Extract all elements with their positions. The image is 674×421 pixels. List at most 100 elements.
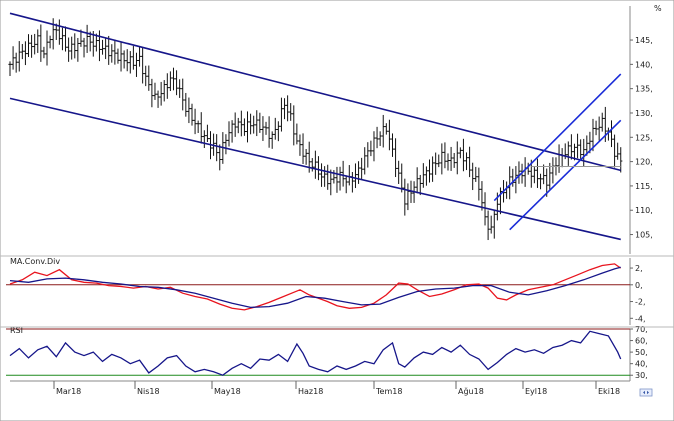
ohlc-bar <box>134 52 139 77</box>
ohlc-bar <box>218 144 222 171</box>
ohlc-bar <box>437 154 441 168</box>
ohlc-bar <box>187 97 191 124</box>
ohlc-bar <box>594 120 598 136</box>
y-tick-label: 145, <box>635 36 653 45</box>
ohlc-bar <box>113 39 117 65</box>
ohlc-bar <box>270 131 274 149</box>
ohlc-bar <box>267 116 271 148</box>
x-tick-label: Nis18 <box>137 387 160 396</box>
ohlc-bar <box>282 98 287 120</box>
y-tick-label: 50, <box>635 348 648 357</box>
ohlc-bar <box>85 24 89 53</box>
ohlc-bar <box>88 31 92 52</box>
ohlc-bar <box>609 120 614 148</box>
ohlc-bar <box>538 173 543 190</box>
ohlc-bar <box>319 163 324 187</box>
corner-label: % <box>654 4 662 13</box>
ohlc-bar <box>372 131 376 162</box>
ohlc-bar <box>427 159 432 183</box>
ohlc-bar <box>418 174 422 196</box>
ohlc-bar <box>236 117 240 134</box>
ohlc-bar <box>116 48 120 64</box>
ohlc-bar <box>122 50 126 69</box>
ohlc-bar <box>178 79 182 98</box>
ohlc-bar <box>452 152 456 168</box>
ohlc-bar <box>458 147 462 159</box>
y-tick-label: -2, <box>635 298 646 307</box>
ohlc-bar <box>366 142 370 168</box>
ohlc-bar <box>329 169 333 196</box>
ohlc-bar <box>335 166 339 193</box>
y-tick-label: 2, <box>635 264 643 273</box>
ohlc-bar <box>29 34 34 58</box>
ohlc-bar <box>532 167 536 184</box>
ohlc-bar <box>486 210 490 241</box>
ohlc-bar <box>174 70 179 96</box>
ohlc-bar <box>316 156 321 181</box>
ohlc-bar <box>449 146 453 171</box>
ohlc-bar <box>215 134 219 162</box>
ohlc-bar <box>128 51 132 74</box>
ohlc-bar <box>471 162 475 191</box>
ohlc-bar <box>8 61 12 77</box>
x-tick-label: Ağu18 <box>458 387 484 396</box>
ohlc-bar <box>572 143 577 161</box>
ohlc-bar <box>199 112 203 144</box>
ohlc-bar <box>73 33 77 59</box>
ohlc-bar <box>393 138 398 178</box>
ohlc-bar <box>542 164 546 185</box>
ohlc-bar <box>23 41 28 66</box>
trend-line <box>509 119 622 231</box>
ohlc-bar <box>326 164 330 190</box>
y-tick-label: 110, <box>635 206 653 215</box>
ohlc-bar <box>110 44 114 63</box>
ohlc-bar <box>579 139 583 159</box>
ohlc-bar <box>440 143 444 175</box>
ohlc-bar <box>360 157 364 180</box>
ohlc-bar <box>227 121 231 147</box>
ohlc-bar <box>264 121 268 135</box>
ohlc-bar <box>455 141 459 175</box>
ohlc-bar <box>289 103 293 121</box>
ohlc-bar <box>344 175 348 194</box>
ohlc-bar <box>387 119 392 151</box>
ohlc-bar <box>36 29 40 53</box>
ohlc-bar <box>619 147 623 173</box>
ohlc-bar <box>94 33 98 52</box>
ohlc-bar <box>150 78 154 108</box>
ohlc-bar <box>464 152 469 171</box>
ohlc-bar <box>258 112 262 133</box>
ohlc-bar <box>474 166 478 182</box>
ohlc-bar <box>421 163 425 188</box>
x-tick-label: Eyl18 <box>525 387 547 396</box>
ohlc-bar <box>356 161 361 184</box>
y-tick-label: 40, <box>635 360 648 369</box>
ohlc-bar <box>82 37 86 58</box>
ohlc-bar <box>57 19 61 45</box>
ohlc-bar <box>63 26 68 52</box>
ohlc-bar <box>301 133 305 165</box>
price-panel: 105, 110, 115, 120, 125, 130, 135, 140, 145, <box>8 6 653 254</box>
ohlc-bar <box>477 167 481 201</box>
ohlc-bar <box>171 67 176 91</box>
ohlc-bar <box>575 133 580 159</box>
ohlc-bar <box>156 90 160 108</box>
ohlc-bar <box>480 181 484 211</box>
y-tick-label: -4, <box>635 314 646 323</box>
ohlc-bar <box>224 134 228 155</box>
x-axis: Mar18 Nis18 May18 Haz18 Tem18 Ağu18 Eyl18 Eki18 <box>10 380 630 396</box>
ohlc-bar <box>54 23 58 40</box>
ohlc-bar <box>492 210 496 239</box>
ohlc-bar <box>107 35 111 65</box>
ohlc-bar <box>397 160 401 184</box>
ohlc-bar <box>125 49 129 72</box>
x-tick-label: Tem18 <box>375 387 402 396</box>
y-tick-label: 135, <box>635 85 653 94</box>
ohlc-bar <box>443 142 447 169</box>
ohlc-bar <box>20 43 24 60</box>
macd-panel: 2, 0, -2, -4, <box>6 258 646 325</box>
ohlc-bar <box>446 153 450 171</box>
scroll-arrows-icon[interactable] <box>639 388 653 397</box>
ohlc-bar <box>205 124 210 142</box>
